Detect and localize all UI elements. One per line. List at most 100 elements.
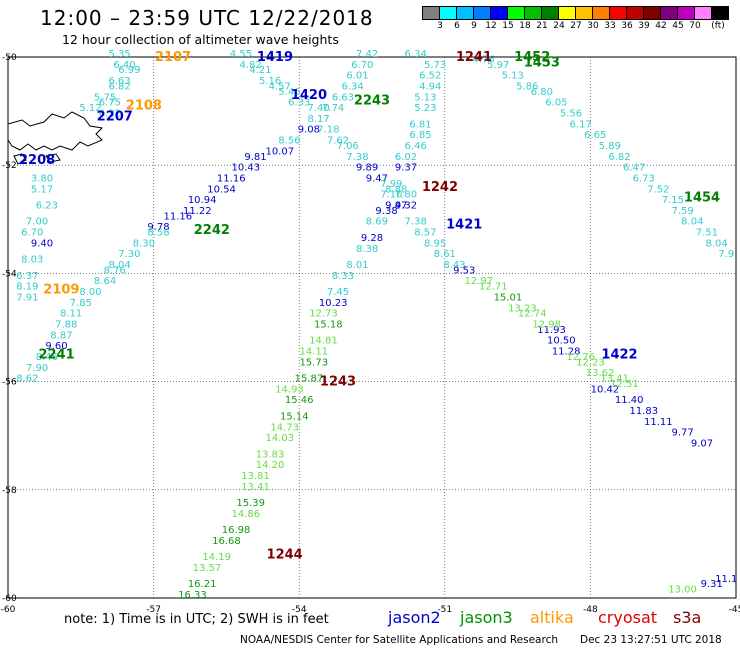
wave-height-value: 10.94 bbox=[188, 195, 217, 206]
wave-height-value: 9.31 bbox=[701, 579, 723, 590]
wave-height-value: 8.57 bbox=[414, 228, 436, 239]
pass-time-label: 1419 bbox=[257, 50, 293, 65]
wave-height-value: 6.75 bbox=[99, 98, 121, 109]
island-outline bbox=[45, 153, 61, 163]
pass-time-label: 1452 bbox=[514, 50, 550, 65]
wave-height-value: 7.99 bbox=[380, 179, 402, 190]
scale-label: 15 bbox=[502, 21, 514, 31]
wave-height-value: 7.85 bbox=[70, 298, 92, 309]
scale-label: 6 bbox=[454, 21, 460, 31]
x-tick-label: -60 bbox=[1, 605, 16, 615]
wave-height-value: 5.13 bbox=[414, 92, 436, 103]
wave-height-value: 13.41 bbox=[241, 482, 270, 493]
wave-height-value: 15.14 bbox=[280, 411, 309, 422]
wave-height-value: 6.34 bbox=[341, 81, 363, 92]
wave-height-value: 14.11 bbox=[299, 347, 328, 358]
wave-height-value: 4.21 bbox=[249, 65, 271, 76]
wave-height-value: 8.33 bbox=[332, 271, 354, 282]
wave-height-value: 9.28 bbox=[361, 233, 383, 244]
wave-height-value: 5.89 bbox=[599, 141, 621, 152]
wave-height-value: 6.22 bbox=[99, 109, 121, 120]
pass-time-label: 2207 bbox=[97, 110, 133, 125]
wave-height-value: 12.76 bbox=[566, 352, 595, 363]
wave-height-value: 12.71 bbox=[479, 282, 508, 293]
wave-height-value: 7.91 bbox=[16, 292, 38, 303]
wave-height-value: 5.16 bbox=[259, 76, 281, 87]
pass-time-label: 2107 bbox=[155, 50, 191, 65]
footer-date: Dec 23 13:27:51 UTC 2018 bbox=[580, 634, 722, 646]
wave-height-value: 8.17 bbox=[307, 114, 329, 125]
wave-height-value: 3.80 bbox=[31, 173, 53, 184]
x-tick-label: -54 bbox=[292, 605, 307, 615]
pass-time-label: 2109 bbox=[43, 283, 79, 298]
wave-height-value: 8.43 bbox=[443, 260, 465, 271]
wave-height-value: 7.74 bbox=[322, 103, 344, 114]
wave-height-value: 6.82 bbox=[608, 152, 630, 163]
pass-time-label: 2242 bbox=[194, 223, 230, 238]
wave-height-value: 6.01 bbox=[346, 71, 368, 82]
wave-height-value: 8.58 bbox=[147, 228, 169, 239]
y-tick-label: -60 bbox=[2, 594, 17, 604]
wave-height-value: 8.56 bbox=[278, 136, 300, 147]
wave-height-value: 14.81 bbox=[309, 336, 338, 347]
island-outline bbox=[13, 153, 27, 165]
pass-time-label: 1454 bbox=[684, 191, 720, 206]
wave-height-value: 9.47 bbox=[385, 200, 407, 211]
wave-height-value: 13.83 bbox=[256, 449, 285, 460]
wave-height-value: 7.30 bbox=[118, 249, 140, 260]
y-tick-label: -54 bbox=[2, 269, 17, 279]
legend-altika: altika bbox=[530, 608, 574, 627]
wave-height-value: 11.16 bbox=[164, 211, 193, 222]
scale-swatch bbox=[711, 6, 729, 20]
pass-time-label: 2108 bbox=[126, 99, 162, 114]
scale-label: 42 bbox=[655, 21, 667, 31]
wave-height-value: 8.30 bbox=[133, 238, 155, 249]
wave-height-value: 14.86 bbox=[231, 509, 260, 520]
wave-height-value: 7.00 bbox=[26, 217, 48, 228]
wave-height-value: 9.07 bbox=[691, 439, 713, 450]
y-tick-label: -50 bbox=[2, 53, 17, 63]
wave-height-value: 9.40 bbox=[31, 238, 53, 249]
x-tick-label: -48 bbox=[583, 605, 598, 615]
wave-height-value: 15.18 bbox=[314, 320, 343, 331]
wave-height-value: 7.06 bbox=[337, 141, 359, 152]
footer-credit: NOAA/NESDIS Center for Satellite Applica… bbox=[240, 634, 558, 646]
wave-height-value: 6.99 bbox=[118, 65, 140, 76]
y-tick-label: -56 bbox=[2, 378, 17, 388]
wave-height-value: 14.20 bbox=[256, 460, 285, 471]
wave-height-value: 6.40 bbox=[113, 60, 135, 71]
wave-height-value: 8.76 bbox=[104, 265, 126, 276]
wave-height-value: 6.70 bbox=[351, 60, 373, 71]
wave-height-value: 6.65 bbox=[584, 130, 606, 141]
wave-height-value: 5.35 bbox=[108, 49, 130, 60]
scale-label: 21 bbox=[536, 21, 548, 31]
wave-height-value: 7.42 bbox=[356, 49, 378, 60]
wave-height-value: 15.73 bbox=[299, 357, 328, 368]
pass-time-label: 2241 bbox=[38, 348, 74, 363]
falkland-islands-coastline bbox=[7, 111, 104, 151]
y-tick-label: -52 bbox=[2, 161, 17, 171]
wave-height-value: 7.52 bbox=[647, 184, 669, 195]
wave-height-value: 4.57 bbox=[269, 81, 291, 92]
scale-label: 39 bbox=[638, 21, 650, 31]
page-title: 12:00 – 23:59 UTC 12/22/2018 bbox=[40, 6, 374, 30]
wave-height-value: 8.62 bbox=[16, 374, 38, 385]
wave-height-value: 7.10 bbox=[380, 190, 402, 201]
wave-height-value: 9.89 bbox=[356, 163, 378, 174]
wave-height-value: 14.03 bbox=[265, 433, 294, 444]
wave-height-value: 7.51 bbox=[696, 228, 718, 239]
pass-time-label: 1421 bbox=[446, 218, 482, 233]
wave-height-value: 4.76 bbox=[472, 54, 494, 65]
wave-height-value: 8.00 bbox=[79, 287, 101, 298]
wave-height-value: 12.23 bbox=[576, 357, 605, 368]
pass-time-label: 1422 bbox=[601, 348, 637, 363]
wave-height-value: 6.47 bbox=[623, 163, 645, 174]
units-note: note: 1) Time is in UTC; 2) SWH is in fe… bbox=[64, 612, 329, 627]
wave-height-value: 6.81 bbox=[409, 119, 431, 130]
wave-height-value: 8.01 bbox=[346, 260, 368, 271]
wave-height-value: 6.33 bbox=[288, 98, 310, 109]
wave-height-value: 5.12 bbox=[79, 103, 101, 114]
legend-jason2: jason2 bbox=[388, 608, 441, 627]
wave-height-value: 9.53 bbox=[453, 265, 475, 276]
